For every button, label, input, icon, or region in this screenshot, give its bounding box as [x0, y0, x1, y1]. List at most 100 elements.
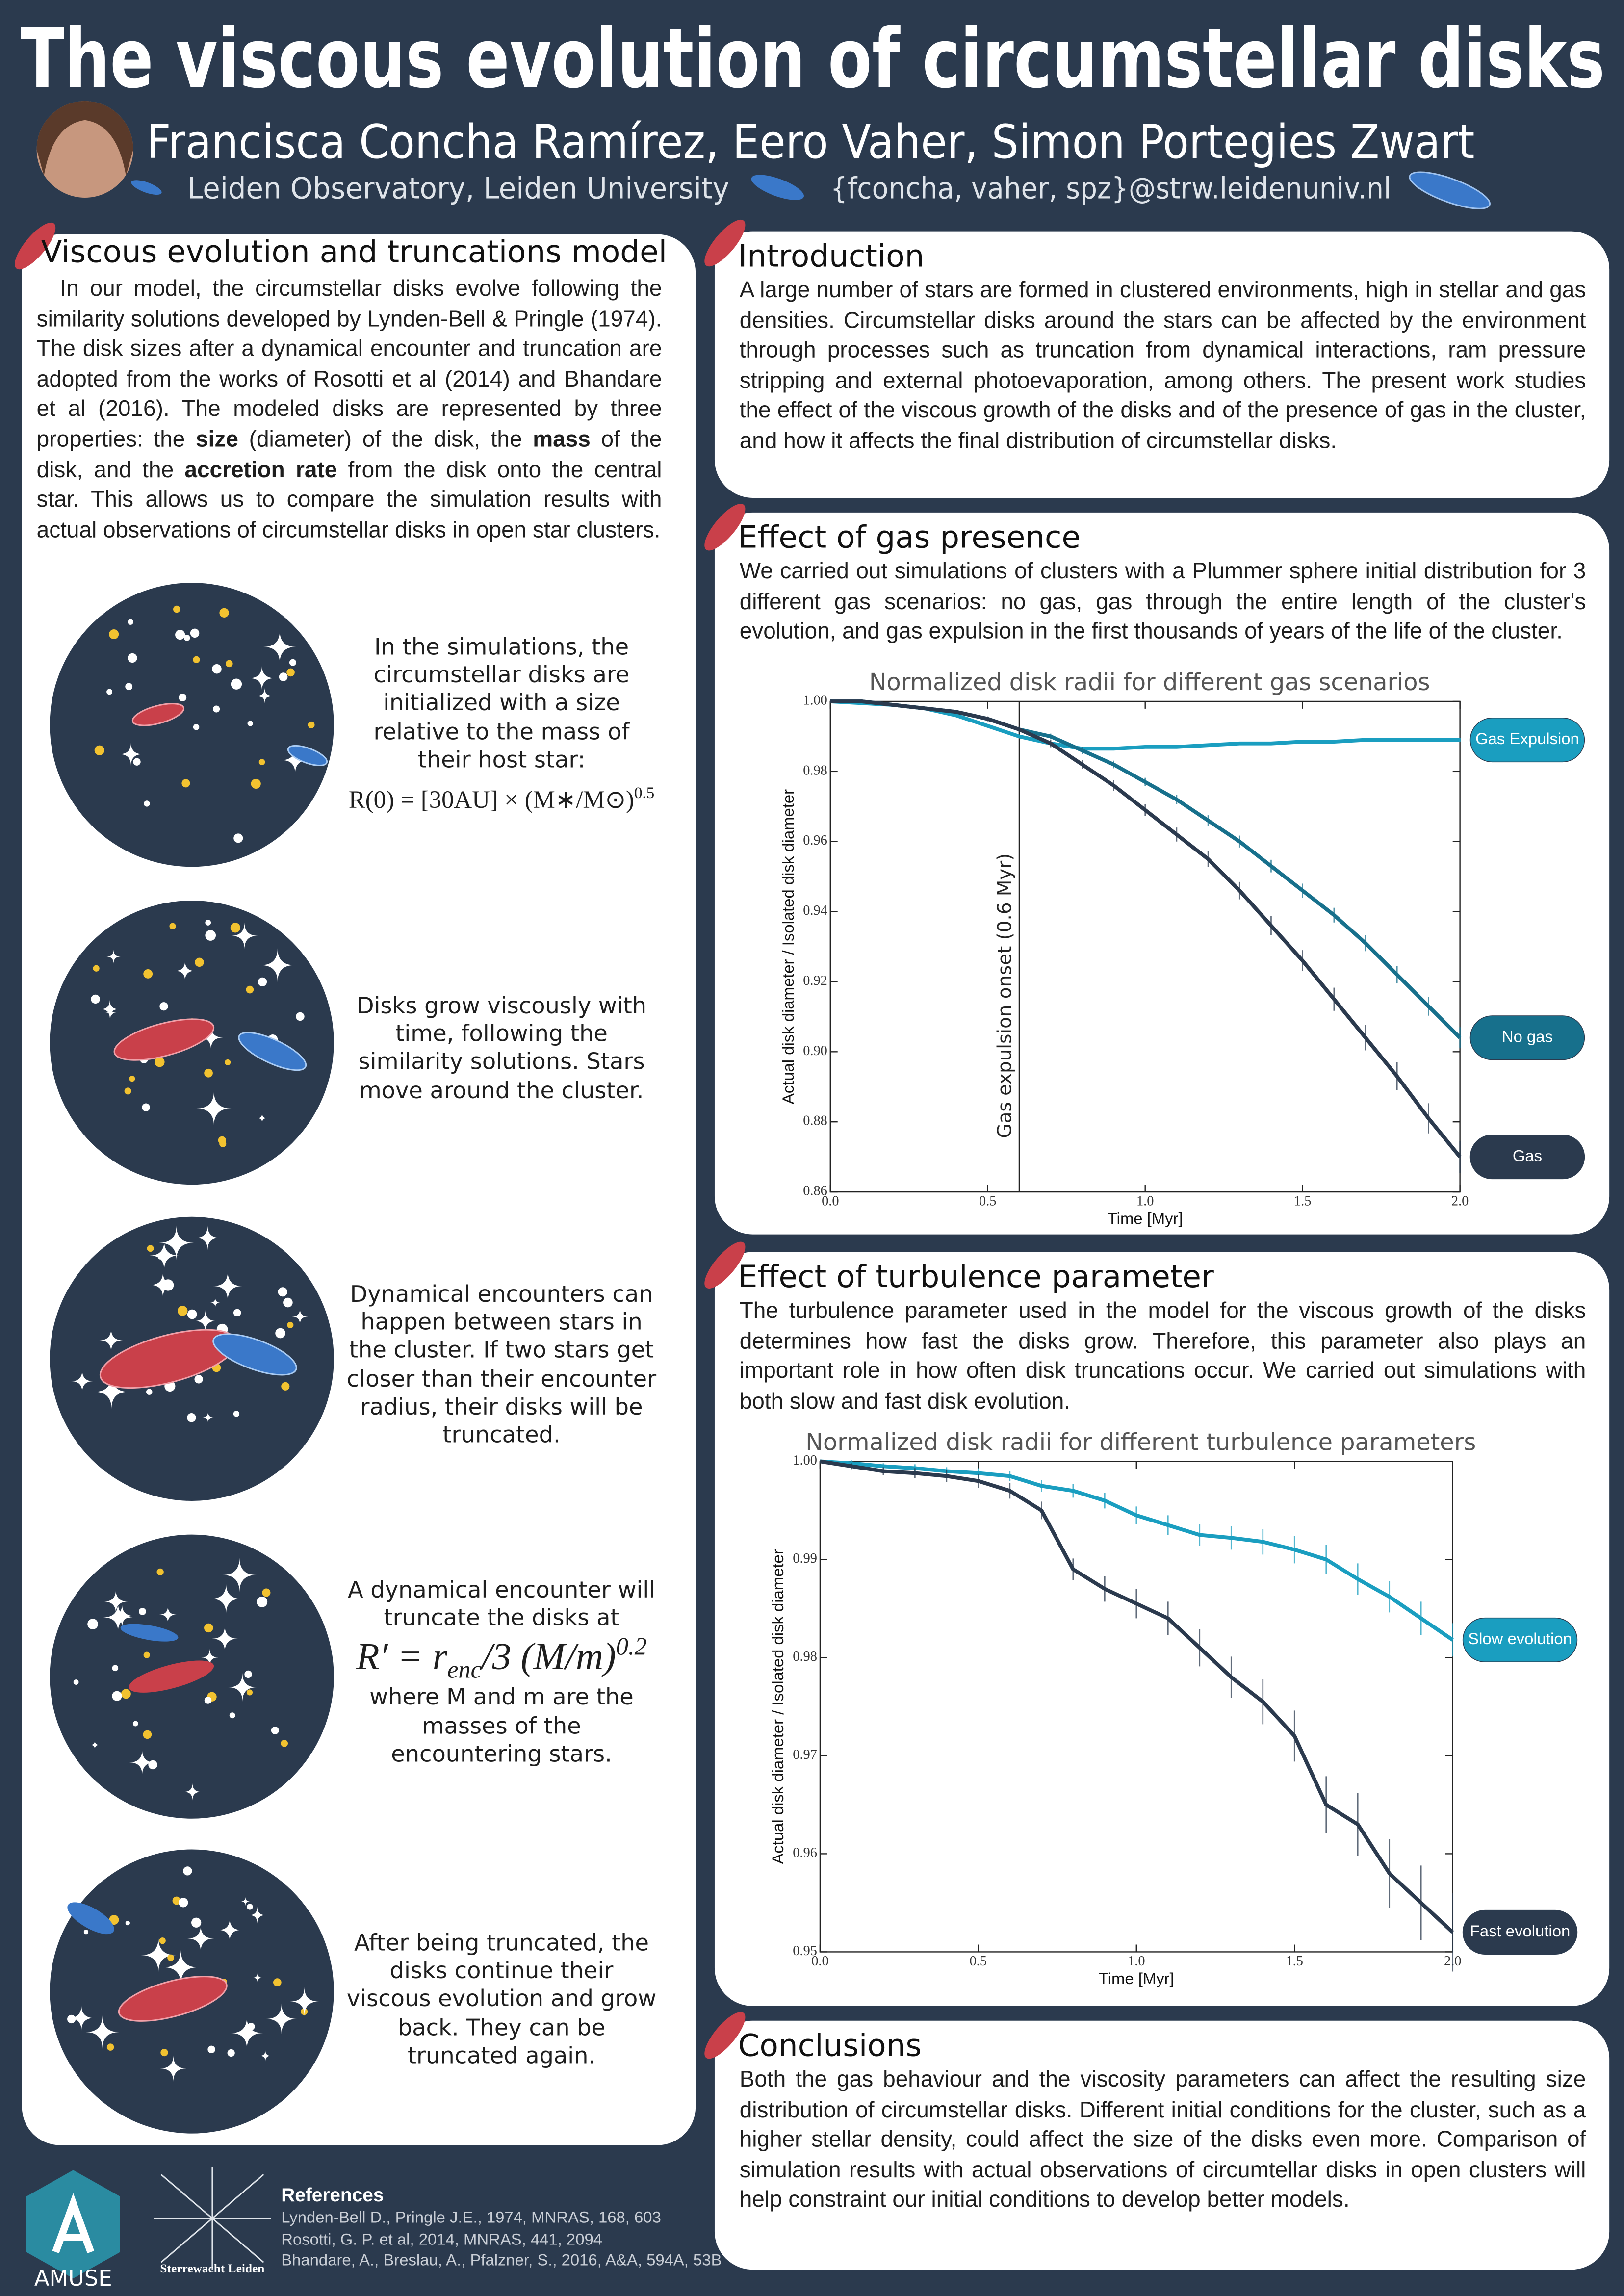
white-star — [175, 629, 185, 640]
red-disk — [131, 703, 185, 726]
white-star — [275, 1328, 285, 1339]
sparkle-star — [106, 950, 121, 964]
conclusions-panel — [714, 2020, 1610, 2270]
white-star — [87, 1619, 98, 1630]
text: In the simulations, the circumstellar di… — [373, 634, 630, 773]
x-tick-label: 0.0 — [822, 1193, 839, 1209]
y-tick-label: 0.94 — [803, 903, 827, 918]
yellow-star — [143, 1730, 152, 1739]
white-star — [233, 1309, 241, 1317]
white-star — [159, 1002, 168, 1011]
yellow-star — [281, 1382, 290, 1391]
text: from the disk onto the central star. Thi… — [36, 458, 662, 543]
x-axis-label: Time [Myr] — [1108, 1209, 1183, 1227]
white-star — [258, 977, 267, 987]
yellow-star — [124, 1087, 131, 1095]
white-star — [190, 628, 200, 638]
yellow-star — [281, 1740, 288, 1747]
y-tick-label: 0.98 — [793, 1649, 817, 1664]
panel-text: Dynamical encounters can happen between … — [346, 1281, 657, 1448]
yellow-star — [204, 1068, 213, 1078]
annotation: Gas expulsion onset (0.6 Myr) — [994, 853, 1016, 1138]
blue-disk — [67, 1902, 114, 1935]
series-line — [820, 1459, 1454, 1642]
yellow-star — [143, 969, 153, 979]
yellow-star — [262, 1588, 271, 1597]
white-star — [146, 1389, 153, 1395]
authors: Francisca Concha Ramírez, Eero Vaher, Si… — [147, 114, 1475, 169]
sparkle-star — [253, 1973, 262, 1983]
white-star — [83, 1929, 89, 1935]
sparkle-star — [241, 1897, 250, 1906]
white-star — [247, 2022, 255, 2031]
sparkle-star — [103, 1589, 128, 1614]
y-tick-label: 0.88 — [803, 1113, 827, 1129]
white-star — [179, 693, 187, 701]
sparkle-star — [228, 1673, 257, 1702]
legend-badge — [1469, 718, 1585, 763]
white-star — [213, 705, 220, 713]
sparkle-star — [195, 1225, 220, 1250]
references-heading: References — [281, 2185, 384, 2206]
y-tick-label: 0.92 — [803, 973, 827, 988]
x-tick-label: 1.5 — [1286, 1954, 1303, 1969]
y-tick-label: 0.96 — [793, 1845, 817, 1860]
plot-frame — [819, 1461, 1453, 1953]
x-tick-label: 1.5 — [1294, 1193, 1311, 1209]
text: where M and m are the masses of the enco… — [369, 1684, 634, 1767]
yellow-star — [155, 1057, 165, 1067]
white-star — [133, 758, 141, 766]
yellow-star — [225, 660, 233, 668]
sterrewacht-logo — [154, 2167, 271, 2270]
yellow-star — [258, 759, 265, 765]
yellow-star — [121, 1689, 131, 1699]
sparkle-star — [218, 1918, 241, 1942]
sparkle-star — [175, 961, 195, 981]
poster-title: The viscous evolution of circumstellar d… — [21, 11, 1605, 106]
yellow-star — [193, 656, 200, 663]
text: In our model, the circumstellar disks ev… — [36, 277, 662, 453]
yellow-star — [178, 1306, 188, 1316]
section-text: The turbulence parameter used in the mod… — [739, 1298, 1586, 1415]
section-heading: Effect of gas presence — [738, 519, 1081, 555]
section-heading: Conclusions — [738, 2028, 922, 2064]
yellow-star — [167, 1954, 174, 1961]
formula-exponent: 0.5 — [634, 785, 655, 803]
legend-badge — [1462, 1909, 1578, 1955]
white-star — [142, 1103, 150, 1111]
white-star — [247, 1904, 253, 1910]
heading-icon — [15, 222, 56, 270]
photo-hair — [36, 101, 133, 176]
sparkle-star — [183, 1783, 201, 1801]
x-axis-label: Time [Myr] — [1099, 1969, 1174, 1987]
y-axis-label: Actual disk diameter / Isolated disk dia… — [779, 789, 797, 1104]
white-star — [229, 1712, 235, 1719]
white-star — [279, 672, 288, 681]
blue-disk — [120, 1624, 179, 1642]
sparkle-star — [194, 1310, 217, 1332]
white-star — [283, 1297, 293, 1308]
x-tick-label: 2.0 — [1451, 1193, 1469, 1209]
sparkle-star — [290, 1987, 319, 2016]
white-star — [128, 653, 137, 663]
section-text: A large number of stars are formed in cl… — [739, 278, 1586, 454]
sparkle-star — [101, 1000, 119, 1019]
white-star — [106, 689, 112, 695]
legend-label: Gas — [1513, 1146, 1542, 1164]
x-tick-label: 0.5 — [979, 1193, 996, 1209]
sparkle-star — [292, 1308, 308, 1325]
white-star — [162, 1279, 174, 1291]
amuse-label: AMUSE — [34, 2265, 112, 2291]
yellow-star — [169, 923, 176, 929]
legend-badge — [1462, 1617, 1578, 1662]
formula-main: R(0) = [30AU] × (M∗/M⊙) — [348, 786, 634, 814]
yellow-star — [109, 1915, 119, 1925]
yellow-star — [287, 1321, 294, 1328]
sparkle-star — [231, 922, 258, 950]
y-tick-label: 0.99 — [793, 1551, 817, 1566]
sparkle-star — [259, 2050, 271, 2062]
sparkle-star — [249, 665, 275, 691]
